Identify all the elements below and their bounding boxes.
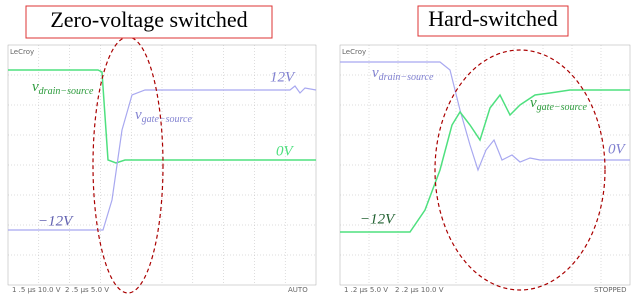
status: 1 .5 µs 10.0 V (12, 286, 61, 294)
status: 1 .2 µs 5.0 V (344, 286, 388, 294)
scope-figure: Zero-voltage switched LeCroy vdrain−sour… (0, 0, 633, 299)
panel: Hard-switched LeCroy vdrain−source vgate… (340, 6, 630, 294)
brand: LeCroy (10, 48, 34, 56)
level-label: −12V (360, 211, 396, 227)
status: 2 .5 µs 5.0 V (65, 286, 109, 294)
brand: LeCroy (342, 48, 366, 56)
status: 2 .2 µs 10.0 V (395, 286, 444, 294)
figure: Zero-voltage switched LeCroy vdrain−sour… (0, 0, 633, 299)
mode: AUTO (288, 286, 308, 294)
mode: STOPPED (594, 286, 626, 294)
panel-title: Zero-voltage switched (50, 7, 247, 32)
panel: Zero-voltage switched LeCroy vdrain−sour… (8, 6, 316, 294)
level-label: 0V (276, 143, 295, 159)
level-label: 12V (270, 69, 296, 85)
level-label: 0V (608, 141, 627, 157)
panel-title: Hard-switched (428, 6, 558, 31)
level-label: −12V (38, 213, 74, 229)
